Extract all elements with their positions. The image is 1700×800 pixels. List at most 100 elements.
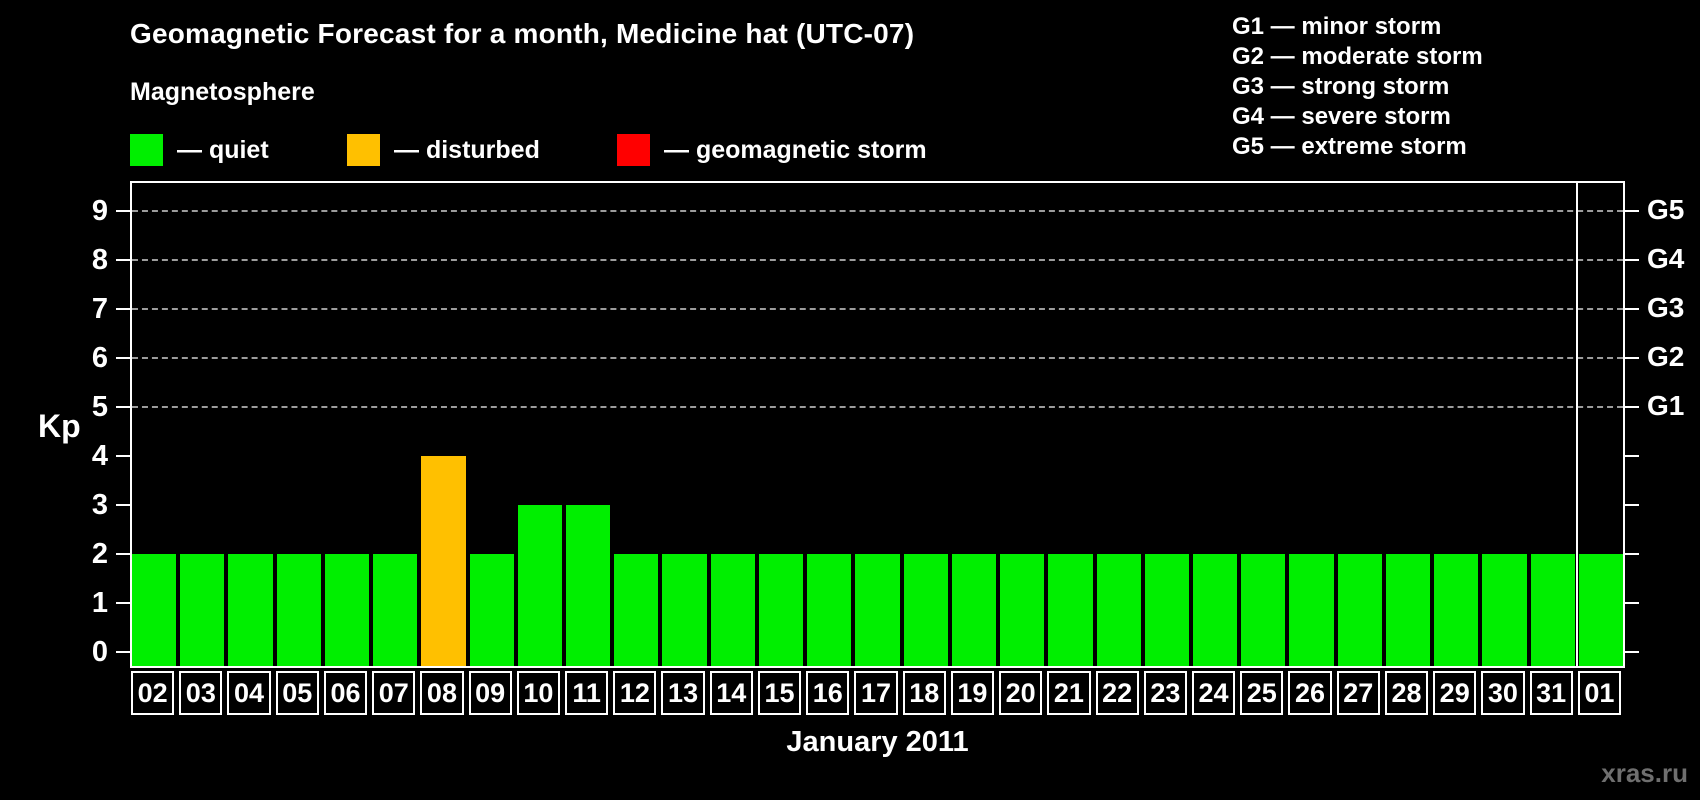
y-tick-label-3: 3 <box>91 489 108 521</box>
g-scale-label-g4: G4 <box>1647 243 1685 274</box>
legend-label-quiet: — quiet <box>177 135 269 164</box>
kp-bar-day-08 <box>421 456 466 668</box>
g-scale-legend: G1 — minor storm G2 — moderate storm G3 … <box>1232 12 1483 162</box>
gridline-kp7 <box>132 308 1623 310</box>
day-label-cell-27: 27 <box>1336 671 1380 715</box>
day-label-cell-13: 13 <box>661 671 705 715</box>
y-axis-tick-right-0 <box>1625 651 1639 653</box>
day-label-cell-18: 18 <box>902 671 946 715</box>
kp-bar-day-17 <box>855 554 900 668</box>
y-axis-tick-left-6 <box>116 357 130 359</box>
day-label-cell-14: 14 <box>709 671 753 715</box>
kp-bar-day-06 <box>324 554 370 668</box>
g-scale-label-g2: G2 <box>1647 341 1685 372</box>
day-label-cell-09: 09 <box>468 671 512 715</box>
kp-bar-day-02 <box>132 554 177 668</box>
kp-bar-day-04 <box>228 554 273 668</box>
y-axis-tick-right-3 <box>1625 504 1639 506</box>
y-axis-tick-right-6 <box>1625 357 1639 359</box>
gridline-kp8 <box>132 259 1623 261</box>
y-axis-tick-left-2 <box>116 553 130 555</box>
legend-item-quiet: — quiet <box>130 134 269 166</box>
g5-legend-line: G5 — extreme storm <box>1232 133 1467 160</box>
kp-bar-day-23 <box>1144 554 1189 668</box>
day-label-cell-04: 04 <box>227 671 271 715</box>
y-axis-tick-left-4 <box>116 455 130 457</box>
gridline-kp9 <box>132 210 1623 212</box>
kp-bar-day-01 <box>1578 554 1623 668</box>
day-label-cell-03: 03 <box>179 671 223 715</box>
day-label-cell-15: 15 <box>757 671 802 715</box>
chart-title: Geomagnetic Forecast for a month, Medici… <box>130 18 915 49</box>
kp-bar-day-14 <box>710 554 755 668</box>
kp-bar-day-16 <box>807 554 852 668</box>
day-label-cell-30: 30 <box>1481 671 1525 715</box>
day-label-cell-12: 12 <box>613 671 657 715</box>
kp-bar-day-24 <box>1192 554 1238 668</box>
kp-bar-day-05 <box>276 554 321 668</box>
legend-item-disturbed: — disturbed <box>347 134 540 166</box>
y-tick-label-7: 7 <box>91 293 108 325</box>
y-axis-tick-left-9 <box>116 210 130 212</box>
g2-legend-line: G2 — moderate storm <box>1232 43 1483 70</box>
kp-bar-day-09 <box>469 554 514 668</box>
chart-subtitle: Magnetosphere <box>130 78 315 106</box>
day-label-cell-29: 29 <box>1433 671 1477 715</box>
g-scale-label-g5: G5 <box>1647 194 1685 225</box>
y-axis-tick-right-9 <box>1625 210 1639 212</box>
kp-bar-day-25 <box>1241 554 1286 668</box>
legend-label-disturbed: — disturbed <box>394 135 540 164</box>
g1-legend-line: G1 — minor storm <box>1232 13 1442 40</box>
y-axis-tick-left-8 <box>116 259 130 261</box>
gridline-kp6 <box>132 357 1623 359</box>
y-axis-tick-right-2 <box>1625 553 1639 555</box>
day-label-cell-17: 17 <box>854 671 898 715</box>
month-separator-line <box>1575 181 1578 668</box>
day-label-cell-26: 26 <box>1288 671 1332 715</box>
day-label-cell-24: 24 <box>1191 671 1236 715</box>
y-tick-label-6: 6 <box>91 342 108 374</box>
legend-label-storm: — geomagnetic storm <box>664 135 927 164</box>
day-label-cell-19: 19 <box>950 671 995 715</box>
kp-bar-day-21 <box>1048 554 1093 668</box>
kp-bar-day-31 <box>1530 554 1575 668</box>
g3-legend-line: G3 — strong storm <box>1232 73 1450 100</box>
day-label-cell-28: 28 <box>1384 671 1429 715</box>
y-axis-title: Kp <box>38 408 81 444</box>
y-axis-tick-left-1 <box>116 602 130 604</box>
y-tick-label-4: 4 <box>91 440 108 472</box>
g-scale-label-g1: G1 <box>1647 390 1685 421</box>
kp-bar-day-26 <box>1289 554 1334 668</box>
y-axis-tick-left-7 <box>116 308 130 310</box>
day-label-cell-07: 07 <box>372 671 416 715</box>
gridline-kp5 <box>132 406 1623 408</box>
kp-bar-day-10 <box>517 505 563 668</box>
day-label-cell-08: 08 <box>420 671 464 715</box>
kp-bar-day-07 <box>373 554 418 668</box>
storm-color-swatch <box>617 134 650 166</box>
day-label-cell-11: 11 <box>565 671 609 715</box>
kp-bar-day-18 <box>903 554 948 668</box>
kp-bar-day-03 <box>180 554 225 668</box>
y-axis-tick-right-1 <box>1625 602 1639 604</box>
y-axis-tick-left-0 <box>116 651 130 653</box>
y-tick-label-9: 9 <box>91 195 108 227</box>
quiet-color-swatch <box>130 134 163 166</box>
day-label-cell-25: 25 <box>1240 671 1284 715</box>
y-axis-tick-right-7 <box>1625 308 1639 310</box>
x-axis-title: January 2011 <box>786 726 969 758</box>
g-scale-label-g3: G3 <box>1647 292 1685 323</box>
y-axis-tick-right-8 <box>1625 259 1639 261</box>
y-axis-tick-right-5 <box>1625 406 1639 408</box>
day-label-cell-22: 22 <box>1095 671 1139 715</box>
day-label-cell-01: 01 <box>1577 671 1621 715</box>
y-tick-label-8: 8 <box>91 244 108 276</box>
g4-legend-line: G4 — severe storm <box>1232 103 1451 130</box>
kp-bar-day-30 <box>1482 554 1527 668</box>
y-axis-tick-left-3 <box>116 504 130 506</box>
disturbed-color-swatch <box>347 134 380 166</box>
day-label-cell-31: 31 <box>1529 671 1573 715</box>
day-label-cell-06: 06 <box>323 671 368 715</box>
kp-bar-day-20 <box>1000 554 1045 668</box>
